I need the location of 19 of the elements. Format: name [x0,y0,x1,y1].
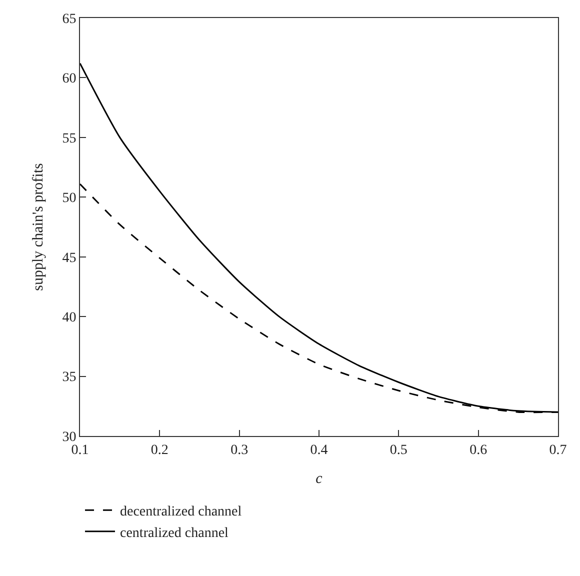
y-tick-label: 35 [62,370,76,386]
x-tick-label: 0.4 [310,442,328,458]
legend-label: centralized channel [120,526,229,541]
y-tick-label: 45 [62,250,76,266]
y-tick-label: 30 [62,430,76,445]
y-tick-label: 55 [62,131,76,146]
x-tick-label: 0.1 [71,442,89,458]
y-tick-label: 65 [62,12,76,27]
x-tick-label: 0.3 [230,442,248,458]
y-axis-title: supply chain's profits [30,163,46,291]
y-tick-label: 60 [62,72,76,87]
y-tick-label: 50 [62,191,76,206]
x-tick-label: 0.7 [549,442,567,458]
x-tick-label: 0.6 [470,442,488,458]
x-tick-label: 0.5 [390,442,408,458]
x-axis-title: c [316,470,323,487]
y-tick-label: 40 [62,310,76,326]
legend-label: decentralized channel [120,504,242,520]
x-tick-label: 0.2 [150,442,168,458]
